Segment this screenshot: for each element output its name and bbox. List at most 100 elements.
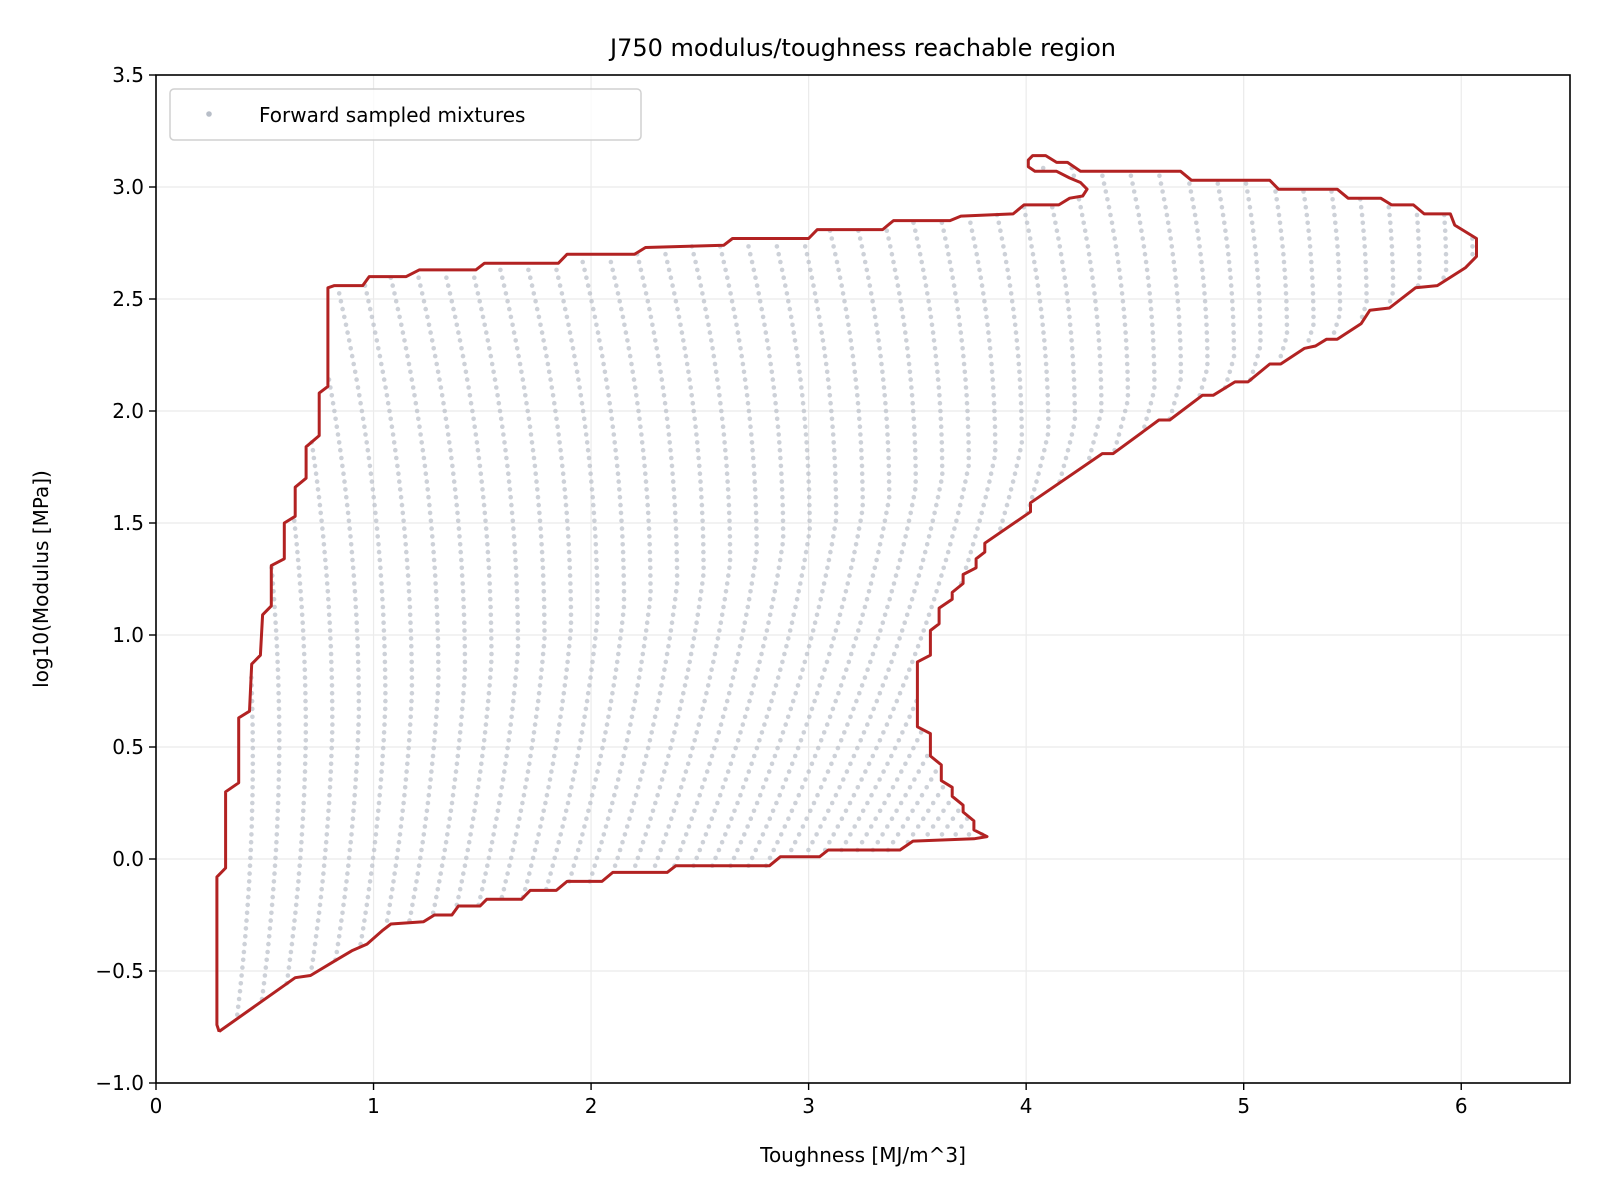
x-axis-label: Toughness [MJ/m^3] — [759, 1143, 966, 1167]
scatter-point — [454, 761, 460, 767]
scatter-point — [1195, 228, 1200, 233]
scatter-point — [334, 949, 340, 955]
scatter-point — [983, 306, 988, 312]
scatter-point — [391, 879, 396, 884]
scatter-point — [335, 432, 341, 437]
scatter-point — [1003, 259, 1009, 265]
scatter-point — [929, 604, 934, 610]
scatter-point — [953, 832, 958, 837]
scatter-point — [687, 377, 692, 382]
scatter-point — [1274, 197, 1279, 202]
scatter-point — [1172, 267, 1178, 273]
scatter-point — [520, 800, 525, 806]
scatter-point — [355, 730, 361, 735]
scatter-point — [325, 816, 331, 821]
scatter-point — [848, 565, 854, 571]
scatter-point — [429, 526, 434, 531]
scatter-point — [311, 455, 317, 461]
scatter-point — [319, 518, 324, 524]
scatter-point — [452, 487, 458, 492]
scatter-point — [610, 800, 615, 806]
scatter-point — [950, 275, 955, 281]
scatter-point — [803, 432, 809, 437]
scatter-point — [567, 636, 573, 641]
scatter-point — [515, 620, 521, 625]
scatter-point — [1231, 322, 1236, 328]
scatter-point — [1097, 416, 1102, 422]
scatter-point — [295, 886, 301, 892]
scatter-point — [503, 291, 509, 296]
scatter-point — [320, 534, 326, 539]
scatter-point — [581, 416, 587, 422]
scatter-point — [907, 753, 912, 759]
scatter-point — [808, 636, 814, 641]
scatter-point — [348, 839, 354, 845]
scatter-point — [652, 714, 658, 720]
scatter-point — [886, 463, 892, 469]
scatter-point — [703, 306, 708, 312]
scatter-point — [669, 816, 674, 821]
scatter-point — [459, 714, 464, 720]
scatter-point — [590, 871, 595, 876]
scatter-point — [321, 871, 326, 876]
scatter-point — [822, 353, 828, 359]
scatter-point — [658, 847, 663, 853]
y-tick-label: 2.5 — [112, 287, 144, 311]
scatter-point — [846, 322, 851, 328]
scatter-point — [300, 816, 306, 821]
scatter-point — [528, 432, 534, 437]
scatter-point — [607, 706, 613, 712]
scatter-point — [920, 761, 926, 767]
scatter-point — [1018, 400, 1024, 406]
scatter-point — [833, 494, 839, 500]
scatter-point — [742, 714, 748, 720]
scatter-point — [759, 651, 764, 657]
scatter-point — [621, 753, 626, 759]
scatter-point — [561, 690, 567, 696]
scatter-point — [860, 502, 865, 508]
scatter-point — [951, 283, 957, 288]
scatter-point — [332, 408, 337, 414]
scatter-point — [979, 283, 985, 288]
scatter-point — [688, 651, 694, 657]
scatter-point — [856, 628, 861, 633]
scatter-point — [378, 777, 384, 782]
scatter-point — [638, 847, 643, 853]
scatter-point — [990, 385, 996, 390]
scatter-point — [1108, 212, 1113, 218]
scatter-point — [1169, 244, 1175, 249]
scatter-point — [615, 855, 620, 861]
scatter-point — [1257, 298, 1262, 304]
scatter-point — [918, 730, 924, 735]
scatter-point — [382, 643, 387, 649]
scatter-point — [409, 651, 414, 657]
scatter-point — [275, 675, 281, 680]
scatter-point — [945, 549, 951, 555]
scatter-point — [910, 408, 916, 414]
scatter-point — [1305, 220, 1310, 226]
scatter-point — [576, 745, 582, 751]
scatter-point — [303, 714, 309, 720]
scatter-point — [235, 1012, 240, 1017]
scatter-point — [1284, 314, 1290, 320]
scatter-point — [1311, 314, 1316, 320]
scatter-point — [907, 785, 913, 790]
scatter-point — [464, 377, 470, 382]
scatter-point — [891, 706, 896, 712]
scatter-point — [1331, 330, 1337, 335]
scatter-point — [1101, 181, 1107, 186]
scatter-point — [509, 502, 514, 508]
scatter-point — [804, 816, 809, 821]
scatter-point — [1387, 298, 1393, 304]
scatter-point — [894, 808, 899, 814]
scatter-point — [1067, 322, 1073, 328]
scatter-point — [547, 777, 553, 782]
scatter-point — [1230, 314, 1236, 320]
scatter-point — [328, 636, 333, 641]
scatter-point — [1036, 291, 1042, 296]
scatter-point — [1302, 197, 1307, 202]
scatter-point — [589, 792, 595, 798]
scatter-point — [419, 440, 425, 445]
scatter-point — [1336, 314, 1342, 320]
scatter-point — [366, 886, 372, 892]
